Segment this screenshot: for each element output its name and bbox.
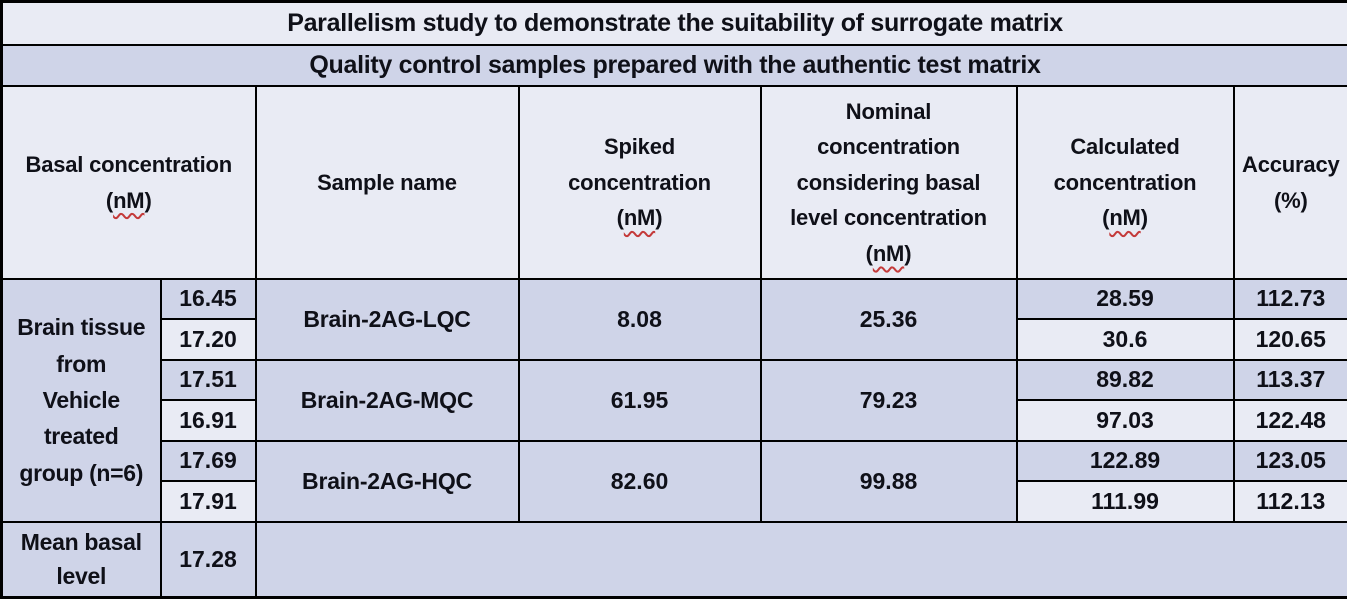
- table-subtitle: Quality control samples prepared with th…: [0, 43, 1347, 88]
- mean-basal-row: Mean basal level 17.28: [0, 520, 1347, 599]
- data-row-3: 17.51 Brain-2AG-MQC 61.95 79.23 89.82 11…: [2, 358, 1347, 442]
- unit-paren-close: ): [144, 187, 152, 213]
- unit-paren-open: (: [1102, 205, 1110, 231]
- mean-label-line: level: [56, 563, 107, 590]
- header-spiked-concentration: Spiked concentration (nM): [517, 85, 762, 280]
- unit-paren-close: ): [655, 205, 663, 231]
- nominal-concentration-cell: 99.88: [759, 439, 1018, 523]
- mean-basal-label-cell: Mean basal level: [0, 520, 162, 599]
- header-unit-line: (nM): [522, 200, 758, 236]
- accuracy-cell: 112.13: [1232, 480, 1347, 523]
- data-row-5: 17.69 Brain-2AG-HQC 82.60 99.88 122.89 1…: [2, 439, 1347, 523]
- calculated-concentration-cell: 30.6: [1015, 318, 1235, 361]
- header-line: concentration: [1053, 169, 1197, 195]
- header-line: level concentration: [790, 205, 987, 231]
- calculated-concentration-cell: 97.03: [1015, 399, 1235, 442]
- sample-name-cell: Brain-2AG-MQC: [254, 358, 520, 442]
- header-line: (%): [1273, 187, 1308, 213]
- data-row-6: 17.91 111.99 112.13: [2, 480, 1347, 523]
- basal-value-cell: 17.69: [159, 439, 257, 483]
- unit-paren-close: ): [904, 241, 912, 267]
- data-row-4: 16.91 97.03 122.48: [2, 399, 1347, 442]
- spiked-concentration-cell: 61.95: [517, 358, 762, 442]
- basal-value-cell: 16.91: [159, 399, 257, 442]
- basal-value-cell: 16.45: [159, 277, 257, 321]
- group-label-line: Vehicle: [42, 386, 120, 413]
- header-unit-line: (nM): [764, 236, 1014, 272]
- header-nominal-concentration: Nominal concentration considering basal …: [759, 85, 1018, 280]
- header-line: Nominal: [845, 98, 932, 124]
- unit-text-spellcheck-squiggle: nM: [623, 205, 656, 231]
- accuracy-cell: 112.73: [1232, 277, 1347, 321]
- mean-basal-value-cell: 17.28: [159, 520, 257, 599]
- header-unit-line: (nM): [1020, 200, 1231, 236]
- group-label-line: from: [56, 350, 107, 377]
- calculated-concentration-cell: 28.59: [1015, 277, 1235, 321]
- unit-text-spellcheck-squiggle: nM: [872, 241, 905, 267]
- unit-paren-open: (: [105, 187, 114, 213]
- accuracy-cell: 123.05: [1232, 439, 1347, 483]
- basal-value-cell: 17.20: [159, 318, 257, 361]
- header-line: considering basal: [796, 169, 981, 195]
- header-line: Basal concentration: [25, 151, 233, 177]
- basal-value-cell: 17.51: [159, 358, 257, 402]
- basal-value-cell: 17.91: [159, 480, 257, 523]
- calculated-concentration-cell: 89.82: [1015, 358, 1235, 402]
- table-title-row: Parallelism study to demonstrate the sui…: [0, 0, 1347, 46]
- calculated-concentration-cell: 122.89: [1015, 439, 1235, 483]
- header-line: concentration: [568, 169, 711, 195]
- group-label-line: treated: [43, 423, 119, 450]
- mean-label-line: Mean basal: [20, 528, 142, 555]
- mean-row-empty-cell: [254, 520, 1347, 599]
- header-line: Spiked: [604, 134, 675, 160]
- accuracy-cell: 120.65: [1232, 318, 1347, 361]
- header-line: concentration: [817, 134, 960, 160]
- accuracy-cell: 122.48: [1232, 399, 1347, 442]
- calculated-concentration-cell: 111.99: [1015, 480, 1235, 523]
- nominal-concentration-cell: 79.23: [759, 358, 1018, 442]
- header-line: Calculated: [1070, 134, 1180, 160]
- unit-paren-close: ): [1140, 205, 1148, 231]
- header-unit-line: (nM): [5, 183, 253, 219]
- header-sample-name: Sample name: [254, 85, 520, 280]
- accuracy-cell: 113.37: [1232, 358, 1347, 402]
- header-basal-concentration: Basal concentration (nM): [0, 85, 257, 280]
- sample-name-cell: Brain-2AG-LQC: [254, 277, 520, 361]
- spiked-concentration-cell: 8.08: [517, 277, 762, 361]
- table-subtitle-row: Quality control samples prepared with th…: [0, 43, 1347, 88]
- spiked-concentration-cell: 82.60: [517, 439, 762, 523]
- unit-text-spellcheck-squiggle: nM: [1109, 205, 1141, 231]
- data-row-2: 17.20 30.6 120.65: [2, 318, 1347, 361]
- header-line: Accuracy: [1242, 151, 1340, 177]
- group-label-line: Brain tissue: [17, 314, 146, 341]
- nominal-concentration-cell: 25.36: [759, 277, 1018, 361]
- sample-name-cell: Brain-2AG-HQC: [254, 439, 520, 523]
- unit-paren-open: (: [865, 241, 873, 267]
- header-accuracy: Accuracy (%): [1232, 85, 1347, 280]
- column-header-row: Basal concentration (nM) Sample name Spi…: [0, 85, 1347, 280]
- table-title: Parallelism study to demonstrate the sui…: [0, 0, 1347, 46]
- unit-text-spellcheck-squiggle: nM: [113, 187, 145, 213]
- group-label-line: group (n=6): [19, 459, 144, 486]
- data-row-1: Brain tissue from Vehicle treated group …: [0, 277, 1347, 523]
- header-calculated-concentration: Calculated concentration (nM): [1015, 85, 1235, 280]
- unit-paren-open: (: [616, 205, 624, 231]
- group-label-cell: Brain tissue from Vehicle treated group …: [0, 277, 162, 523]
- header-line: Sample name: [317, 169, 457, 195]
